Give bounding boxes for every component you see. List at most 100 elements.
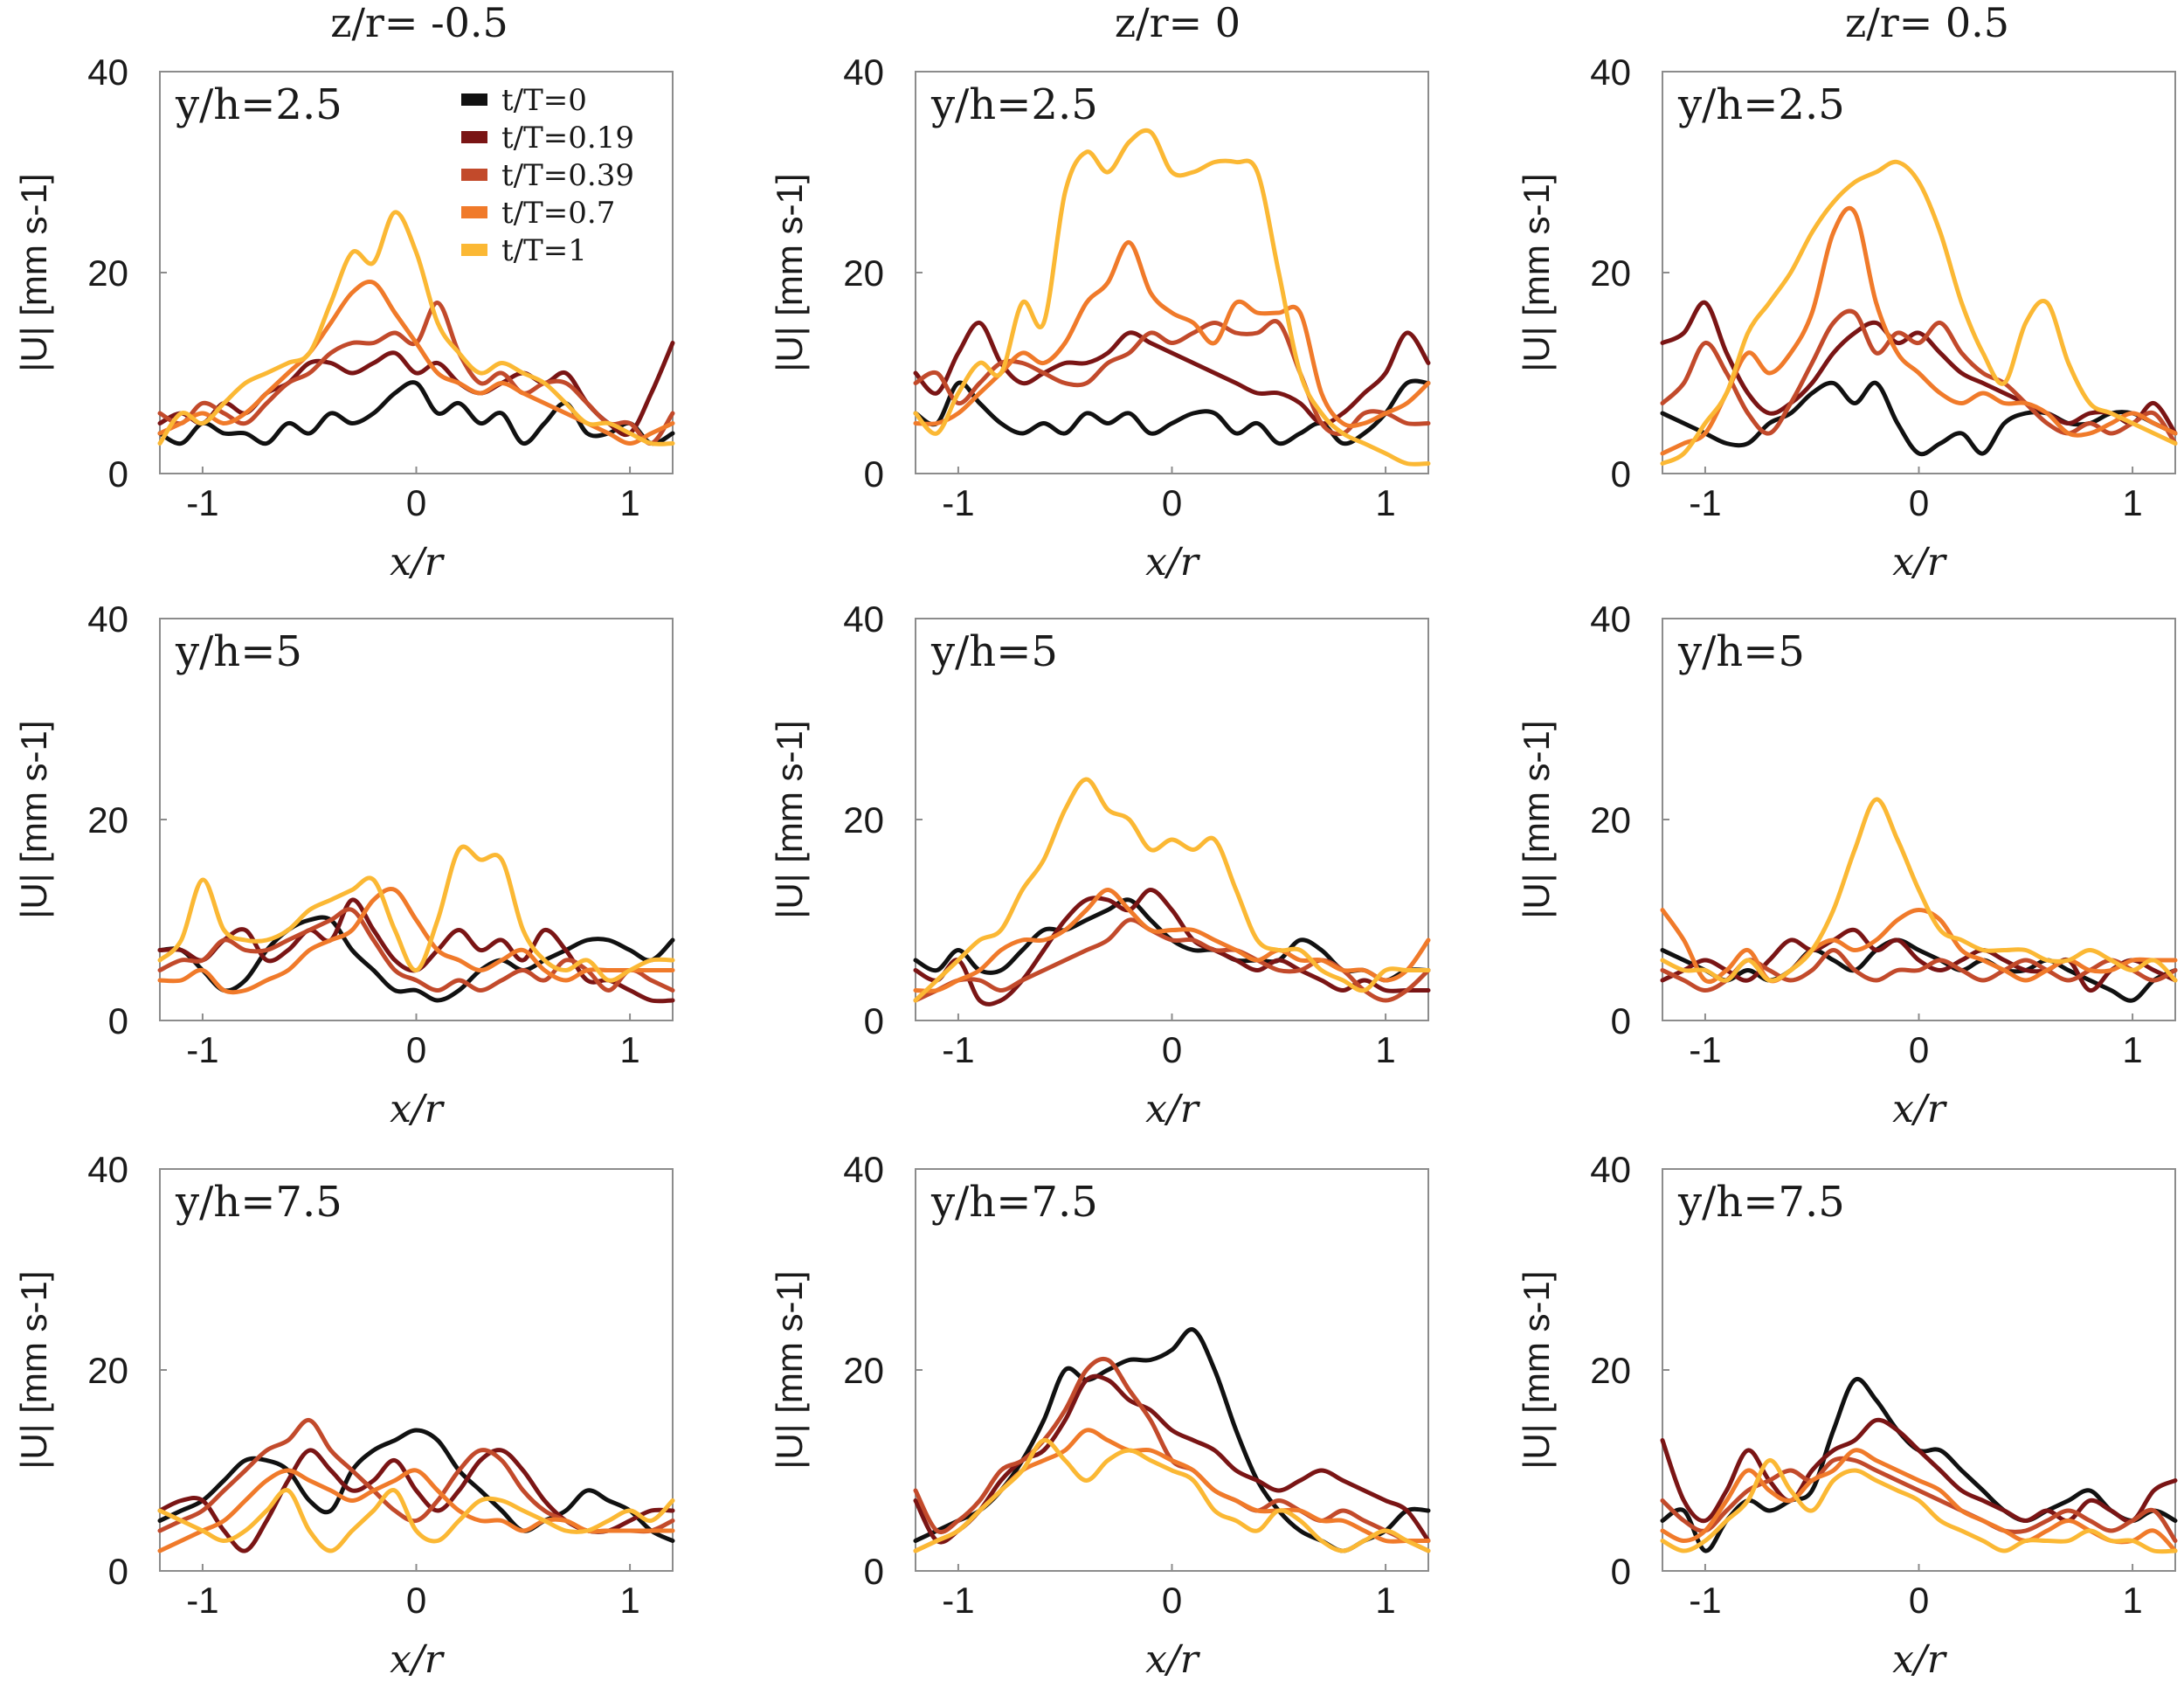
panel-label: y/h=5: [930, 627, 1058, 676]
panel-label: y/h=2.5: [1677, 80, 1845, 129]
y-axis-label: |U| [mm s-1]: [769, 173, 810, 371]
x-tick-label: -1: [942, 1580, 974, 1621]
legend-label: t/T=0: [501, 83, 587, 118]
series-line-t-t-1: [1660, 159, 2178, 466]
x-tick-label: -1: [942, 482, 974, 523]
x-tick-label: -1: [1689, 1029, 1721, 1070]
x-axis-label: x/r: [1145, 1087, 1201, 1131]
x-tick-label: -1: [1689, 482, 1721, 523]
column-title-zr-pos: z/r= 0.5: [1845, 0, 2009, 46]
y-tick-label: 0: [1611, 453, 1631, 495]
series-line-t-t-1: [1660, 797, 2178, 983]
series-line-t-t-0-19: [1660, 927, 2178, 993]
series-line-t-t-1: [157, 1488, 675, 1553]
x-axis-label: x/r: [390, 540, 446, 585]
x-tick-label: 1: [1375, 1029, 1395, 1070]
y-tick-label: 20: [843, 799, 884, 840]
series-line-t-t-0: [157, 1428, 675, 1543]
y-tick-label: 0: [864, 453, 884, 495]
x-tick-label: 0: [1909, 1580, 1929, 1621]
y-tick-label: 0: [1611, 1000, 1631, 1041]
plot-frame: [159, 1168, 674, 1572]
plot-frame: [1662, 1168, 2176, 1572]
x-tick-label: 0: [406, 1580, 426, 1621]
y-axis-label: |U| [mm s-1]: [13, 173, 54, 371]
series-line-t-t-0: [157, 915, 675, 1003]
x-tick-label: 1: [2122, 1029, 2142, 1070]
panel-label: y/h=5: [1677, 627, 1805, 676]
x-tick-label: 0: [1162, 1580, 1182, 1621]
y-tick-label: 0: [108, 1000, 128, 1041]
x-axis-label: x/r: [1145, 1637, 1201, 1681]
x-tick-label: 0: [1909, 482, 1929, 523]
x-tick-label: 1: [1375, 482, 1395, 523]
legend-swatch: [461, 244, 487, 256]
y-tick-label: 40: [1590, 52, 1631, 93]
panel-label: y/h=7.5: [930, 1178, 1098, 1227]
y-axis-label: |U| [mm s-1]: [769, 720, 810, 918]
panel-label: y/h=7.5: [1677, 1178, 1845, 1227]
y-tick-label: 0: [1611, 1551, 1631, 1592]
y-tick-label: 20: [843, 1350, 884, 1391]
series-line-t-t-0-19: [1660, 1417, 2178, 1524]
legend: t/T=0t/T=0.19t/T=0.39t/T=0.7t/T=1: [461, 83, 634, 268]
x-tick-label: -1: [1689, 1580, 1721, 1621]
series-line-t-t-0: [157, 380, 675, 446]
legend-label: t/T=0.19: [501, 121, 634, 156]
y-tick-label: 20: [87, 799, 128, 840]
column-titles: z/r= -0.5 z/r= 0 z/r= 0.5: [330, 0, 2009, 46]
y-axis-label: |U| [mm s-1]: [769, 1270, 810, 1469]
plot-frame: [159, 71, 674, 474]
plot-frame: [1662, 618, 2176, 1021]
y-axis-label: |U| [mm s-1]: [1516, 1270, 1557, 1469]
legend-swatch: [461, 131, 487, 143]
x-tick-label: -1: [186, 1029, 218, 1070]
y-tick-label: 0: [864, 1551, 884, 1592]
x-tick-label: 1: [2122, 1580, 2142, 1621]
x-tick-label: 0: [406, 1029, 426, 1070]
y-tick-label: 20: [843, 252, 884, 294]
x-tick-label: 0: [406, 482, 426, 523]
plot-frame: [915, 1168, 1429, 1572]
series-line-t-t-0-39: [1660, 1456, 2178, 1543]
y-axis-label: |U| [mm s-1]: [1516, 173, 1557, 371]
series-line-t-t-0-7: [1660, 908, 2178, 984]
series-line-t-t-1: [913, 777, 1431, 1003]
y-tick-label: 40: [1590, 598, 1631, 640]
x-axis-label: x/r: [1145, 540, 1201, 585]
y-tick-label: 40: [843, 598, 884, 640]
y-tick-label: 20: [1590, 252, 1631, 294]
x-tick-label: -1: [942, 1029, 974, 1070]
series-line-t-t-0-7: [1660, 205, 2178, 456]
x-tick-label: -1: [186, 1580, 218, 1621]
series-line-t-t-0-7: [157, 887, 675, 995]
y-tick-label: 40: [87, 598, 128, 640]
y-tick-label: 20: [1590, 799, 1631, 840]
legend-swatch: [461, 206, 487, 218]
series-line-t-t-1: [913, 1437, 1431, 1553]
column-title-zr-neg: z/r= -0.5: [330, 0, 508, 46]
x-tick-label: 0: [1909, 1029, 1929, 1070]
y-axis-label: |U| [mm s-1]: [13, 1270, 54, 1469]
legend-label: t/T=0.7: [501, 196, 615, 231]
x-tick-label: 1: [619, 482, 639, 523]
panel-label: y/h=5: [175, 627, 302, 676]
x-axis-label: x/r: [390, 1637, 446, 1681]
y-tick-label: 40: [87, 1149, 128, 1190]
x-tick-label: -1: [186, 482, 218, 523]
series-line-t-t-0: [1660, 937, 2178, 1003]
series-line-t-t-0-19: [1660, 300, 2178, 436]
column-title-zr-zero: z/r= 0: [1115, 0, 1241, 46]
x-tick-label: 0: [1162, 1029, 1182, 1070]
y-tick-label: 40: [1590, 1149, 1631, 1190]
